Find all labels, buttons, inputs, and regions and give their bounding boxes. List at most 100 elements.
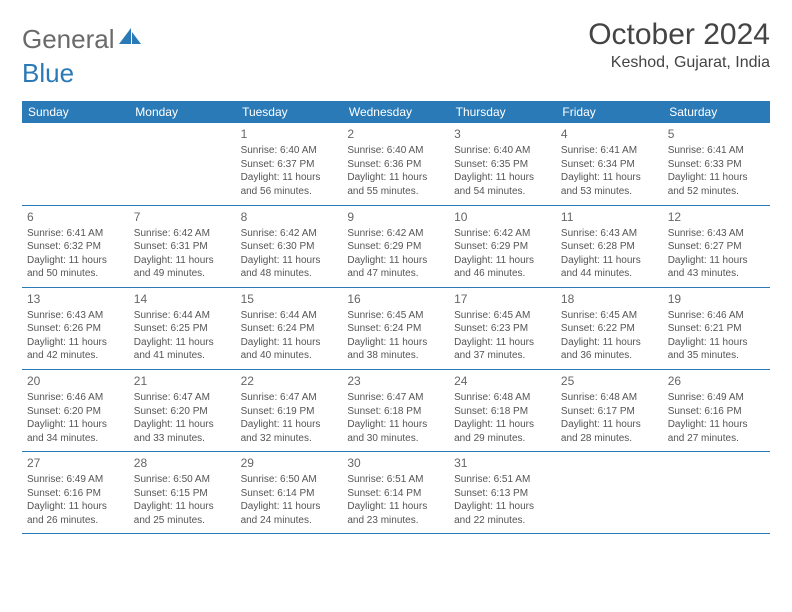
daylight-line: Daylight: 11 hours and 46 minutes.: [454, 254, 551, 281]
calendar-cell: 25Sunrise: 6:48 AMSunset: 6:17 PMDayligh…: [556, 369, 663, 451]
day-number: 17: [454, 291, 551, 307]
daylight-line: Daylight: 11 hours and 25 minutes.: [134, 500, 231, 527]
calendar-cell: 16Sunrise: 6:45 AMSunset: 6:24 PMDayligh…: [342, 287, 449, 369]
day-number: 6: [27, 209, 124, 225]
sunset-line: Sunset: 6:16 PM: [668, 405, 765, 419]
daylight-line: Daylight: 11 hours and 34 minutes.: [27, 418, 124, 445]
calendar-cell: 27Sunrise: 6:49 AMSunset: 6:16 PMDayligh…: [22, 452, 129, 534]
sunrise-line: Sunrise: 6:46 AM: [27, 391, 124, 405]
calendar-body: 1Sunrise: 6:40 AMSunset: 6:37 PMDaylight…: [22, 123, 770, 534]
sunset-line: Sunset: 6:17 PM: [561, 405, 658, 419]
daylight-line: Daylight: 11 hours and 43 minutes.: [668, 254, 765, 281]
daylight-line: Daylight: 11 hours and 40 minutes.: [241, 336, 338, 363]
sunset-line: Sunset: 6:19 PM: [241, 405, 338, 419]
calendar-cell: 11Sunrise: 6:43 AMSunset: 6:28 PMDayligh…: [556, 205, 663, 287]
calendar-cell: 2Sunrise: 6:40 AMSunset: 6:36 PMDaylight…: [342, 123, 449, 205]
calendar-cell: [663, 452, 770, 534]
weekday-header: Saturday: [663, 101, 770, 123]
daylight-line: Daylight: 11 hours and 30 minutes.: [347, 418, 444, 445]
day-number: 30: [347, 455, 444, 471]
sunset-line: Sunset: 6:20 PM: [27, 405, 124, 419]
calendar-cell: 14Sunrise: 6:44 AMSunset: 6:25 PMDayligh…: [129, 287, 236, 369]
calendar-cell: [22, 123, 129, 205]
daylight-line: Daylight: 11 hours and 55 minutes.: [347, 171, 444, 198]
daylight-line: Daylight: 11 hours and 50 minutes.: [27, 254, 124, 281]
daylight-line: Daylight: 11 hours and 28 minutes.: [561, 418, 658, 445]
calendar-table: SundayMondayTuesdayWednesdayThursdayFrid…: [22, 101, 770, 534]
calendar-week-row: 20Sunrise: 6:46 AMSunset: 6:20 PMDayligh…: [22, 369, 770, 451]
daylight-line: Daylight: 11 hours and 27 minutes.: [668, 418, 765, 445]
day-number: 22: [241, 373, 338, 389]
daylight-line: Daylight: 11 hours and 44 minutes.: [561, 254, 658, 281]
calendar-week-row: 27Sunrise: 6:49 AMSunset: 6:16 PMDayligh…: [22, 452, 770, 534]
sunset-line: Sunset: 6:29 PM: [454, 240, 551, 254]
sunset-line: Sunset: 6:30 PM: [241, 240, 338, 254]
sunset-line: Sunset: 6:23 PM: [454, 322, 551, 336]
calendar-cell: 26Sunrise: 6:49 AMSunset: 6:16 PMDayligh…: [663, 369, 770, 451]
calendar-cell: [556, 452, 663, 534]
sunset-line: Sunset: 6:14 PM: [347, 487, 444, 501]
sunrise-line: Sunrise: 6:49 AM: [27, 473, 124, 487]
calendar-cell: 4Sunrise: 6:41 AMSunset: 6:34 PMDaylight…: [556, 123, 663, 205]
logo-sail-icon: [117, 26, 143, 46]
calendar-cell: 8Sunrise: 6:42 AMSunset: 6:30 PMDaylight…: [236, 205, 343, 287]
sunset-line: Sunset: 6:28 PM: [561, 240, 658, 254]
calendar-cell: 28Sunrise: 6:50 AMSunset: 6:15 PMDayligh…: [129, 452, 236, 534]
day-number: 13: [27, 291, 124, 307]
day-number: 21: [134, 373, 231, 389]
day-number: 4: [561, 126, 658, 142]
calendar-cell: 10Sunrise: 6:42 AMSunset: 6:29 PMDayligh…: [449, 205, 556, 287]
sunset-line: Sunset: 6:27 PM: [668, 240, 765, 254]
calendar-header-row: SundayMondayTuesdayWednesdayThursdayFrid…: [22, 101, 770, 123]
sunset-line: Sunset: 6:37 PM: [241, 158, 338, 172]
sunrise-line: Sunrise: 6:47 AM: [347, 391, 444, 405]
weekday-header: Thursday: [449, 101, 556, 123]
sunset-line: Sunset: 6:20 PM: [134, 405, 231, 419]
sunrise-line: Sunrise: 6:48 AM: [561, 391, 658, 405]
day-number: 14: [134, 291, 231, 307]
calendar-cell: 3Sunrise: 6:40 AMSunset: 6:35 PMDaylight…: [449, 123, 556, 205]
sunrise-line: Sunrise: 6:40 AM: [454, 144, 551, 158]
day-number: 15: [241, 291, 338, 307]
daylight-line: Daylight: 11 hours and 24 minutes.: [241, 500, 338, 527]
day-number: 28: [134, 455, 231, 471]
sunrise-line: Sunrise: 6:43 AM: [668, 227, 765, 241]
sunset-line: Sunset: 6:33 PM: [668, 158, 765, 172]
sunrise-line: Sunrise: 6:41 AM: [668, 144, 765, 158]
calendar-week-row: 6Sunrise: 6:41 AMSunset: 6:32 PMDaylight…: [22, 205, 770, 287]
daylight-line: Daylight: 11 hours and 35 minutes.: [668, 336, 765, 363]
sunrise-line: Sunrise: 6:45 AM: [561, 309, 658, 323]
day-number: 20: [27, 373, 124, 389]
calendar-cell: 6Sunrise: 6:41 AMSunset: 6:32 PMDaylight…: [22, 205, 129, 287]
sunrise-line: Sunrise: 6:46 AM: [668, 309, 765, 323]
calendar-cell: [129, 123, 236, 205]
daylight-line: Daylight: 11 hours and 52 minutes.: [668, 171, 765, 198]
sunrise-line: Sunrise: 6:40 AM: [347, 144, 444, 158]
calendar-cell: 31Sunrise: 6:51 AMSunset: 6:13 PMDayligh…: [449, 452, 556, 534]
calendar-week-row: 1Sunrise: 6:40 AMSunset: 6:37 PMDaylight…: [22, 123, 770, 205]
calendar-cell: 13Sunrise: 6:43 AMSunset: 6:26 PMDayligh…: [22, 287, 129, 369]
sunrise-line: Sunrise: 6:47 AM: [134, 391, 231, 405]
calendar-cell: 30 Sunrise: 6:51 AMSunset: 6:14 PMDayligh…: [342, 452, 449, 534]
sunrise-line: Sunrise: 6:45 AM: [347, 309, 444, 323]
sunset-line: Sunset: 6:18 PM: [454, 405, 551, 419]
daylight-line: Daylight: 11 hours and 42 minutes.: [27, 336, 124, 363]
sunrise-line: Sunrise: 6:48 AM: [454, 391, 551, 405]
calendar-cell: 9Sunrise: 6:42 AMSunset: 6:29 PMDaylight…: [342, 205, 449, 287]
calendar-cell: 23Sunrise: 6:47 AMSunset: 6:18 PMDayligh…: [342, 369, 449, 451]
daylight-line: Daylight: 11 hours and 48 minutes.: [241, 254, 338, 281]
sunrise-line: Sunrise: 6:44 AM: [134, 309, 231, 323]
daylight-line: Daylight: 11 hours and 23 minutes.: [347, 500, 444, 527]
day-number: 24: [454, 373, 551, 389]
day-number: 12: [668, 209, 765, 225]
day-number: 2: [347, 126, 444, 142]
sunset-line: Sunset: 6:18 PM: [347, 405, 444, 419]
sunrise-line: Sunrise: 6:49 AM: [668, 391, 765, 405]
daylight-line: Daylight: 11 hours and 49 minutes.: [134, 254, 231, 281]
daylight-line: Daylight: 11 hours and 26 minutes.: [27, 500, 124, 527]
daylight-line: Daylight: 11 hours and 47 minutes.: [347, 254, 444, 281]
calendar-cell: 20 Sunrise: 6:46 AMSunset: 6:20 PMDayligh…: [22, 369, 129, 451]
sunrise-line: Sunrise: 6:51 AM: [347, 473, 444, 487]
calendar-cell: 24 Sunrise: 6:48 AMSunset: 6:18 PMDayligh…: [449, 369, 556, 451]
daylight-line: Daylight: 11 hours and 29 minutes.: [454, 418, 551, 445]
